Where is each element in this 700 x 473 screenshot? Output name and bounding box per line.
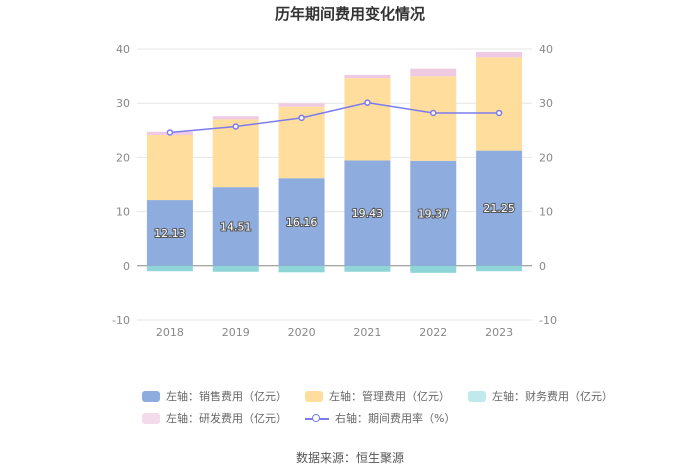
legend-swatch (468, 390, 486, 402)
bar-segment (344, 78, 391, 161)
left-axis-tick-label: 10 (116, 206, 130, 219)
right-axis-tick-label: 40 (539, 43, 553, 56)
chart-title: 历年期间费用变化情况 (274, 5, 425, 23)
left-axis-tick-label: -10 (112, 314, 130, 327)
legend-swatch (142, 390, 160, 402)
bar-segment (344, 74, 391, 79)
bar-segment (410, 76, 457, 161)
bar-segment (278, 265, 325, 273)
bar-segment (410, 68, 457, 77)
bar-segment (146, 135, 193, 201)
x-axis-tick-label: 2018 (156, 326, 184, 339)
ratio-point (430, 109, 437, 117)
source-note: 数据来源：恒生聚源 (295, 451, 404, 465)
legend-label: 左轴：研发费用（亿元） (166, 412, 287, 425)
bar-segment (278, 103, 325, 107)
x-axis-tick-label: 2021 (353, 326, 381, 339)
bar-segment (146, 200, 193, 266)
bar-segment (410, 160, 457, 266)
x-axis-tick-label: 2019 (222, 326, 250, 339)
x-axis-tick-label: 2022 (419, 326, 447, 339)
ratio-point (495, 109, 503, 117)
legend-swatch (142, 412, 160, 424)
ratio-point (364, 99, 371, 106)
left-axis-tick-label: 40 (116, 43, 130, 56)
legend-label: 左轴：销售费用（亿元） (166, 390, 287, 403)
right-axis-tick-label: 20 (539, 151, 553, 164)
ratio-line (169, 101, 500, 134)
legend-label: 左轴：管理费用（亿元） (329, 390, 450, 403)
bar-data-label: 21.25 (483, 202, 515, 215)
bar-data-label: 19.43 (352, 207, 384, 220)
legend-swatch (305, 390, 323, 402)
bar-data-label: 16.16 (286, 216, 318, 229)
right-axis-tick-label: 30 (539, 97, 553, 110)
ratio-point (298, 114, 305, 122)
left-axis-tick-label: 30 (116, 97, 130, 110)
bar-segment (476, 265, 523, 272)
bar-segment (212, 119, 259, 188)
right-axis-tick-label: 10 (539, 206, 553, 219)
bar-segment (344, 265, 391, 272)
legend-item-ratio[interactable]: 右轴：期间费用率（%） (305, 410, 455, 426)
bar-segment (410, 265, 457, 273)
bar-data-label: 14.51 (220, 220, 252, 233)
bar-segment (212, 265, 259, 272)
left-axis-tick-label: 20 (116, 151, 130, 164)
bar-segment (476, 51, 523, 58)
x-axis-tick-label: 2023 (485, 326, 513, 339)
bar-segment (476, 57, 523, 151)
left-axis-tick-label: 0 (123, 260, 130, 273)
bar-segment (344, 160, 391, 266)
right-axis-tick-label: -10 (539, 314, 557, 327)
legend-label: 左轴：财务费用（亿元） (492, 390, 613, 403)
bar-segment (278, 178, 325, 266)
bar-segment (212, 187, 259, 266)
legend-item-sales[interactable]: 左轴：销售费用（亿元） (142, 388, 287, 404)
bar-data-label: 19.37 (418, 207, 450, 220)
legend-item-admin[interactable]: 左轴：管理费用（亿元） (305, 388, 450, 404)
bar-segment (476, 150, 523, 266)
bar-data-label: 12.13 (154, 227, 186, 240)
x-axis-tick-label: 2020 (288, 326, 316, 339)
ratio-point (166, 129, 174, 136)
bar-segment (212, 116, 259, 120)
right-axis-tick-label: 0 (539, 260, 546, 273)
ratio-point (232, 123, 239, 130)
legend-label: 右轴：期间费用率（%） (335, 412, 456, 425)
legend-line-icon (305, 413, 329, 424)
bar-segment (146, 265, 193, 272)
legend-item-rnd[interactable]: 左轴：研发费用（亿元） (142, 410, 287, 426)
legend-item-finance[interactable]: 左轴：财务费用（亿元） (468, 388, 613, 404)
